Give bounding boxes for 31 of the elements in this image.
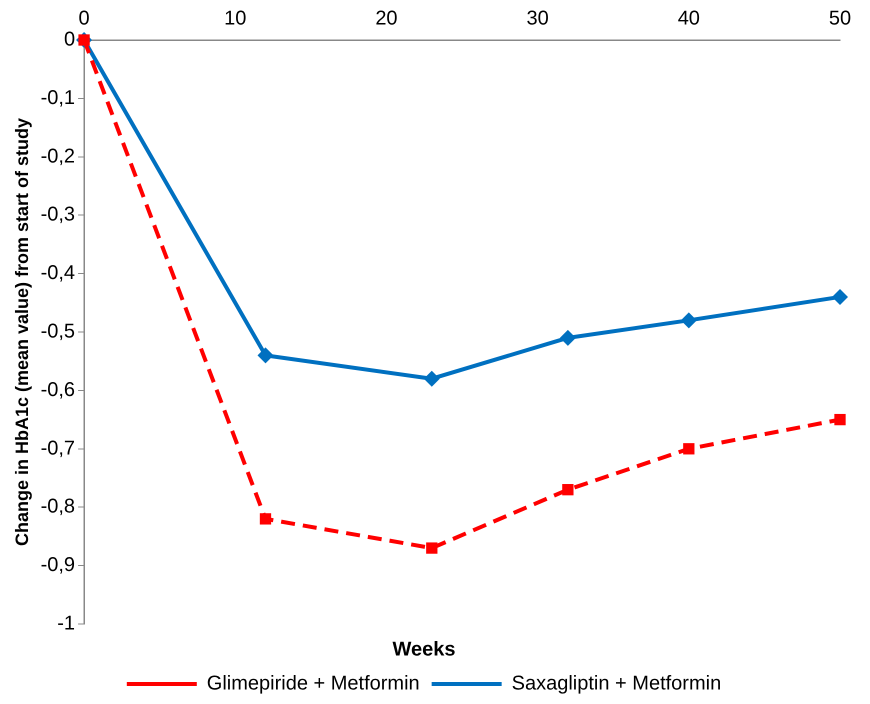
- y-tick-label: -1: [57, 612, 76, 635]
- point: [426, 542, 438, 554]
- x-axis-title: Weeks: [392, 638, 456, 661]
- y-tick-label: -0,4: [40, 262, 76, 284]
- point: [260, 513, 272, 525]
- y-tick-label: -0,6: [40, 378, 76, 401]
- x-tick-label: 10: [224, 8, 246, 30]
- y-tick-label: -0,5: [40, 320, 76, 343]
- legend-label: Saxagliptin + Metformin: [512, 672, 722, 695]
- x-tick-label: 50: [828, 8, 852, 30]
- point: [680, 312, 697, 328]
- y-tick-label: 0: [64, 28, 76, 51]
- y-tick-label: -0,2: [40, 145, 76, 168]
- point: [683, 443, 694, 454]
- y-tick-label: -0,1: [40, 86, 76, 109]
- point: [562, 484, 574, 496]
- x-tick-label: 30: [526, 8, 549, 30]
- y-tick-label: -0,3: [40, 204, 76, 226]
- y-axis-title: Change in HbA1c (mean value) from start of study: [12, 118, 32, 546]
- point: [424, 370, 440, 387]
- point: [257, 347, 274, 364]
- y-tick-label: -0,7: [40, 437, 76, 460]
- x-tick-label: 20: [375, 8, 398, 30]
- y-tick-label: -0,9: [40, 554, 76, 576]
- x-tick-label: 0: [78, 8, 90, 30]
- legend-label: Glimepiride + Metformin: [206, 672, 420, 695]
- point: [560, 330, 576, 346]
- x-tick-label: 40: [678, 8, 700, 30]
- point: [834, 414, 846, 426]
- point: [832, 288, 848, 305]
- y-tick-label: -0,8: [40, 496, 76, 518]
